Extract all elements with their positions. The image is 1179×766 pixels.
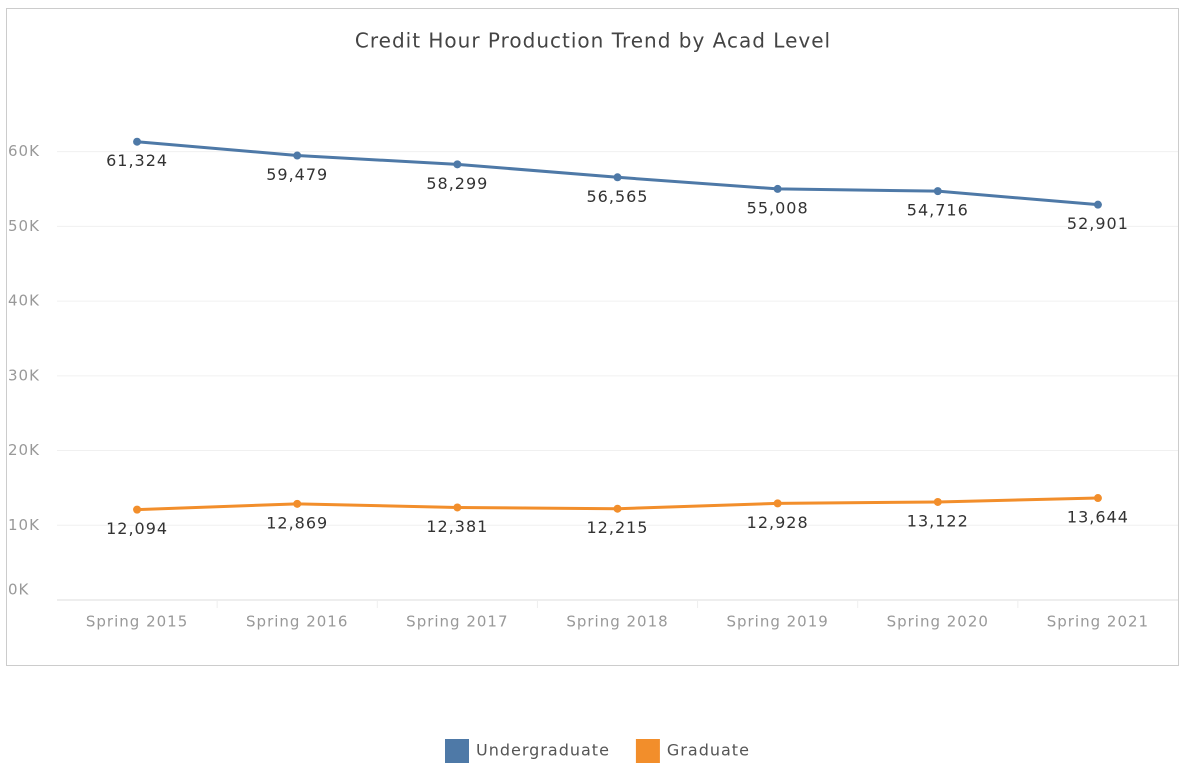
point <box>133 137 142 146</box>
x-tick-label: Spring 2020 <box>887 613 989 631</box>
point <box>613 173 622 182</box>
y-tick-label: 10K <box>8 516 40 534</box>
point <box>613 504 622 513</box>
data-label: 59,479 <box>266 165 328 184</box>
data-label: 61,324 <box>106 151 168 170</box>
data-label: 12,215 <box>587 518 649 537</box>
y-tick-label: 50K <box>8 217 40 235</box>
x-tick-label: Spring 2018 <box>566 613 668 631</box>
chart-border <box>6 8 1179 666</box>
y-tick-label: 30K <box>8 366 40 384</box>
data-label: 12,381 <box>426 517 488 536</box>
data-label: 58,299 <box>426 174 488 193</box>
point <box>933 187 942 196</box>
legend-label: Undergraduate <box>476 741 610 760</box>
legend-label: Graduate <box>667 741 750 760</box>
y-tick-label: 60K <box>8 142 40 160</box>
data-label: 54,716 <box>907 201 969 220</box>
data-label: 55,008 <box>747 198 809 217</box>
x-tick-label: Spring 2021 <box>1047 613 1149 631</box>
data-label: 56,565 <box>587 187 649 206</box>
legend-swatch <box>445 739 469 763</box>
point <box>133 505 142 514</box>
x-tick-label: Spring 2016 <box>246 613 348 631</box>
point <box>293 499 302 508</box>
chart-title: Credit Hour Production Trend by Acad Lev… <box>355 29 831 53</box>
x-tick-label: Spring 2019 <box>726 613 828 631</box>
point <box>773 184 782 193</box>
data-label: 12,094 <box>106 519 168 538</box>
y-tick-label: 0K <box>8 581 30 599</box>
point <box>1093 494 1102 503</box>
y-tick-label: 20K <box>8 441 40 459</box>
point <box>293 151 302 160</box>
data-label: 12,869 <box>266 513 328 532</box>
point <box>453 503 462 512</box>
point <box>1093 200 1102 209</box>
point <box>773 499 782 508</box>
data-label: 13,122 <box>907 511 969 530</box>
x-tick-label: Spring 2015 <box>86 613 188 631</box>
data-label: 13,644 <box>1067 508 1129 527</box>
data-label: 12,928 <box>747 513 809 532</box>
y-tick-label: 40K <box>8 292 40 310</box>
point <box>453 160 462 169</box>
point <box>933 497 942 506</box>
legend-swatch <box>635 739 660 763</box>
data-label: 52,901 <box>1067 214 1129 233</box>
x-tick-label: Spring 2017 <box>406 613 508 631</box>
